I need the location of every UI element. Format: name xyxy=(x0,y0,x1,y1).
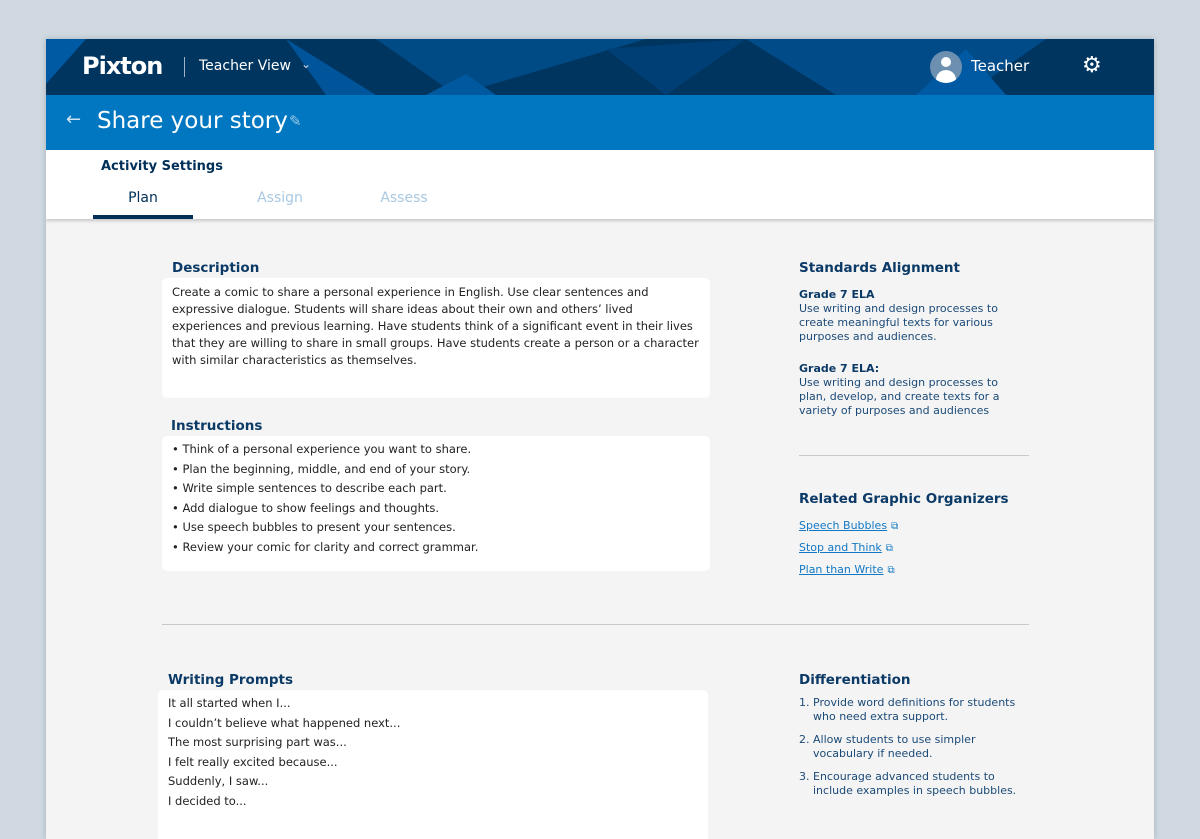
link-speech-bubbles[interactable]: Speech Bubbles ⧉ xyxy=(799,519,899,532)
instruction-item: • Use speech bubbles to present your sen… xyxy=(172,520,456,535)
standards-heading: Standards Alignment xyxy=(799,260,960,276)
page-title: Share your story xyxy=(97,108,288,134)
view-selector[interactable]: Teacher View xyxy=(199,58,291,74)
activity-settings-heading: Activity Settings xyxy=(101,159,223,174)
external-link-icon: ⧉ xyxy=(887,565,895,576)
instruction-item: • Review your comic for clarity and corr… xyxy=(172,539,479,554)
instruction-item: • Add dialogue to show feelings and thou… xyxy=(172,500,440,515)
differentiation-heading: Differentiation xyxy=(799,672,911,688)
instruction-item: • Write simple sentences to describe eac… xyxy=(172,481,447,496)
tab-assign[interactable]: Assign xyxy=(257,190,303,206)
divider xyxy=(799,455,1029,456)
organizers-heading: Related Graphic Organizers xyxy=(799,491,1009,507)
differentiation-item: 1. Provide word definitions for students … xyxy=(799,696,1016,723)
description-field[interactable]: Create a comic to share a personal exper… xyxy=(162,278,710,398)
prompt-item: I couldn’t believe what happened next... xyxy=(168,715,401,730)
instruction-item: • Plan the beginning, middle, and end of… xyxy=(172,461,471,476)
tabs-bar: Activity Settings Plan Assign Assess xyxy=(46,150,1154,219)
differentiation-item: 2. Allow students to use simpler vocabula… xyxy=(799,733,976,760)
description-heading: Description xyxy=(172,260,260,276)
standard-item: Grade 7 ELA: Use writing and design proce… xyxy=(799,362,1000,417)
chevron-down-icon[interactable]: ⌄ xyxy=(301,57,312,71)
user-name[interactable]: Teacher xyxy=(971,57,1030,75)
header-pattern xyxy=(46,39,1046,95)
tab-assess[interactable]: Assess xyxy=(380,190,428,206)
standard-item: Grade 7 ELA Use writing and design proces… xyxy=(799,288,998,343)
prompt-item: It all started when I... xyxy=(168,696,291,710)
gear-icon[interactable]: ⚙ xyxy=(1082,53,1102,78)
external-link-icon: ⧉ xyxy=(885,543,893,554)
avatar[interactable] xyxy=(930,51,962,83)
prompt-item: I decided to... xyxy=(168,793,247,808)
link-plan-than-write[interactable]: Plan than Write ⧉ xyxy=(799,563,895,576)
instructions-heading: Instructions xyxy=(171,418,263,434)
writing-prompts-field[interactable]: It all started when I... I couldn’t beli… xyxy=(158,690,708,839)
prompt-item: The most surprising part was... xyxy=(168,735,347,750)
external-link-icon: ⧉ xyxy=(891,521,899,532)
edit-pencil-icon[interactable]: ✎ xyxy=(289,112,302,130)
app-window: Pixton Teacher View ⌄ Teacher ⚙ ← Share … xyxy=(46,39,1154,839)
instructions-field[interactable]: • Think of a personal experience you wan… xyxy=(162,436,710,571)
back-arrow-icon[interactable]: ← xyxy=(66,109,82,130)
title-bar: ← Share your story ✎ xyxy=(46,95,1154,150)
differentiation-list: 1. Provide word definitions for students … xyxy=(799,696,1034,807)
divider xyxy=(184,57,185,77)
top-header: Pixton Teacher View ⌄ Teacher ⚙ xyxy=(46,39,1154,95)
tab-plan[interactable]: Plan xyxy=(128,190,158,206)
link-stop-and-think[interactable]: Stop and Think ⧉ xyxy=(799,541,893,554)
writing-prompts-heading: Writing Prompts xyxy=(168,672,294,688)
prompt-item: I felt really excited because... xyxy=(168,754,338,769)
section-divider xyxy=(162,624,1029,625)
differentiation-item: 3. Encourage advanced students to include… xyxy=(799,770,1017,797)
pixton-logo[interactable]: Pixton xyxy=(82,52,163,80)
instruction-item: • Think of a personal experience you wan… xyxy=(172,442,472,456)
prompt-item: Suddenly, I saw... xyxy=(168,774,269,789)
active-tab-indicator xyxy=(93,215,193,219)
